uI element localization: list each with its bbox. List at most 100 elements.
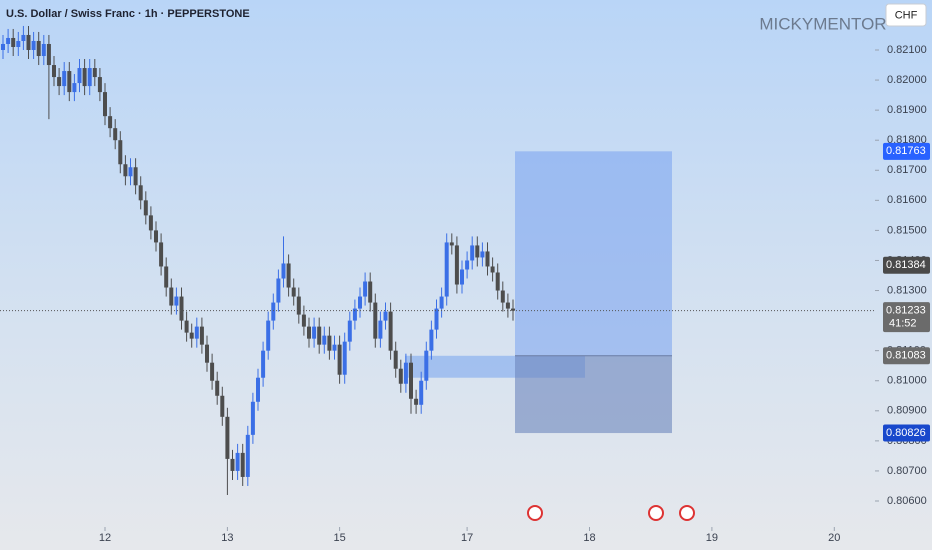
candle-body: [179, 296, 184, 321]
candle-body: [16, 40, 21, 47]
y-tick-label: 0.80600: [887, 495, 927, 507]
y-tick-label: 0.81900: [887, 104, 927, 116]
candle-body: [347, 320, 352, 342]
price-label: 0.81763: [886, 145, 926, 157]
candle-body: [358, 296, 362, 309]
candle-body: [444, 242, 449, 297]
candle-body: [169, 287, 174, 306]
candle-body: [62, 71, 67, 87]
candle-body: [225, 416, 230, 459]
y-tick-label: 0.81600: [887, 194, 927, 206]
candle-body: [210, 362, 215, 381]
candle-body: [398, 368, 403, 384]
candle-body: [148, 215, 153, 231]
chart-title: U.S. Dollar / Swiss Franc · 1h · PEPPERS…: [6, 8, 250, 20]
candle-body: [194, 326, 199, 339]
candle-body: [470, 245, 475, 261]
candle-body: [113, 128, 118, 141]
candle-body: [72, 83, 77, 93]
candle-body: [154, 230, 158, 243]
candle-body: [286, 263, 291, 288]
candle-body: [485, 251, 490, 267]
candle-body: [500, 290, 505, 303]
candle-body: [245, 434, 250, 477]
event-icon[interactable]: [527, 505, 543, 521]
candle-body: [388, 311, 393, 351]
candle-body: [271, 302, 276, 321]
candle-body: [266, 320, 271, 351]
candle-body: [317, 326, 322, 345]
price-label-box: [883, 256, 930, 274]
candle-body: [164, 266, 169, 288]
event-icon[interactable]: [648, 505, 664, 521]
price-label: 0.80826: [886, 427, 926, 439]
candle-body: [118, 140, 123, 165]
candle-body: [337, 344, 342, 375]
candle-body: [215, 380, 220, 396]
candle-body: [454, 245, 459, 285]
x-tick-label: 18: [583, 532, 595, 544]
x-tick-label: 20: [828, 532, 840, 544]
candle-body: [11, 37, 16, 47]
candle-body: [199, 326, 204, 345]
candle-body: [143, 200, 148, 216]
candle-body: [363, 281, 368, 297]
y-tick-label: 0.80700: [887, 465, 927, 477]
candle-body: [439, 296, 444, 309]
candle-body: [174, 296, 179, 306]
candle-body: [373, 302, 378, 339]
candle-body: [57, 77, 62, 87]
candle-body: [301, 314, 306, 327]
candle-body: [414, 398, 419, 405]
position-stop: [515, 355, 672, 434]
candle-body: [46, 43, 51, 66]
x-tick-label: 13: [221, 532, 233, 544]
candle-body: [465, 260, 470, 270]
candle-body: [21, 34, 26, 41]
candle-body: [250, 401, 255, 435]
candle-body: [434, 308, 439, 330]
candle-body: [31, 40, 36, 50]
candle-body: [276, 278, 281, 303]
candle-body: [393, 350, 398, 369]
y-tick-label: 0.81300: [887, 284, 927, 296]
y-tick-label: 0.82000: [887, 74, 927, 86]
price-label-box: [883, 347, 930, 365]
candle-body: [230, 458, 235, 471]
watermark: MICKYMENTOR: [759, 14, 886, 33]
event-icon[interactable]: [679, 505, 695, 521]
candle-body: [511, 308, 515, 311]
candle-body: [138, 185, 143, 201]
candle-body: [133, 167, 138, 186]
candle-body: [205, 344, 209, 363]
candle-body: [189, 332, 194, 339]
candle-body: [378, 320, 383, 339]
candle-body: [505, 302, 510, 309]
candle-body: [41, 43, 46, 57]
candle-body: [296, 296, 301, 315]
candle-body: [240, 452, 245, 477]
candle-body: [77, 68, 82, 84]
candle-body: [490, 266, 495, 273]
candle-body: [36, 40, 41, 57]
price-label-box: [883, 302, 930, 333]
candle-body: [82, 68, 87, 87]
candle-body: [383, 311, 388, 321]
candle-body: [92, 68, 97, 78]
candle-body: [419, 380, 424, 405]
currency-button[interactable]: [885, 3, 927, 27]
candle-body: [495, 272, 500, 291]
candle-body: [128, 167, 133, 177]
candle-body: [312, 326, 317, 339]
candle-body: [1, 43, 5, 50]
candle-body: [307, 326, 311, 339]
candle-body: [424, 350, 429, 381]
countdown: 41:52: [889, 318, 917, 330]
candle-body: [429, 329, 434, 351]
y-tick-label: 0.82100: [887, 44, 927, 56]
candle-body: [480, 251, 485, 258]
candle-body: [342, 341, 347, 375]
candle-body: [108, 116, 113, 129]
x-tick-label: 17: [461, 532, 473, 544]
